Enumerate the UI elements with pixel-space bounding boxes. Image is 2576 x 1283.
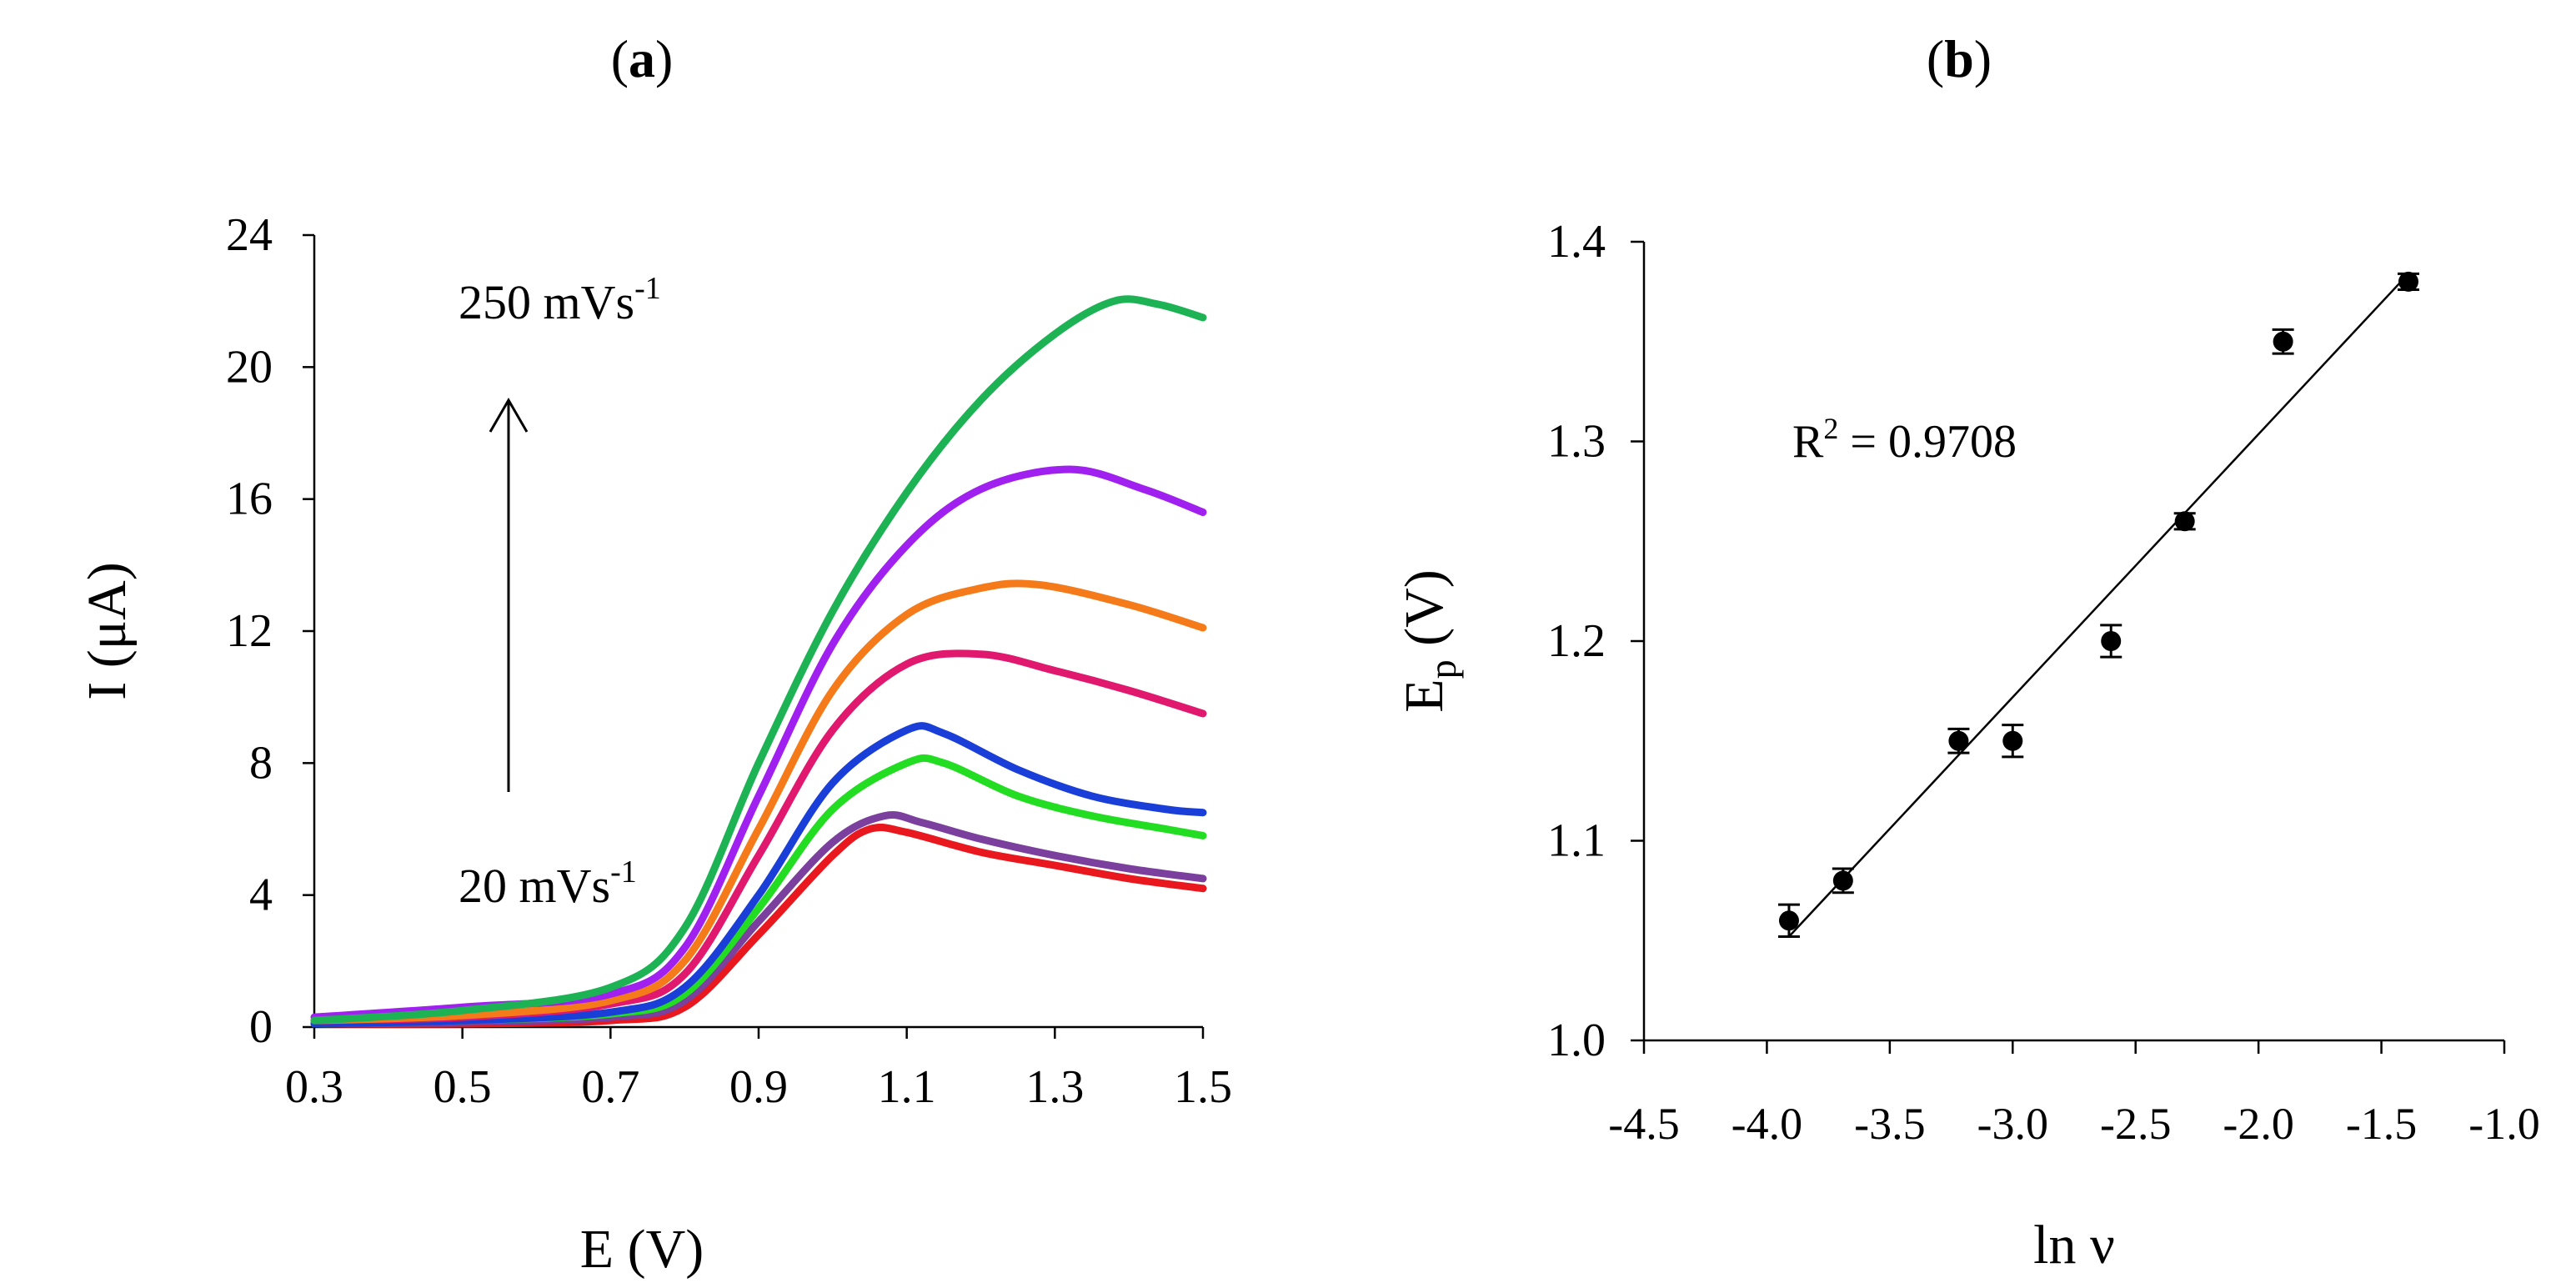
- chart-a-x-tick-label: 1.3: [1025, 1061, 1084, 1113]
- chart-b-x-tick-label: -1.5: [2346, 1099, 2417, 1149]
- chart-a-y-label: I (μA): [77, 562, 138, 699]
- data-point: [1948, 730, 1969, 751]
- data-point: [2002, 730, 2023, 751]
- annotation-250: 250 mVs-1: [459, 271, 661, 329]
- chart-a-x-tick-label: 0.3: [285, 1061, 343, 1113]
- chart-b-y-tick-label: 1.2: [1547, 615, 1606, 667]
- chart-a-series-line: [310, 295, 1207, 1025]
- data-point: [1832, 870, 1853, 891]
- chart-a-x-tick-label: 0.9: [729, 1061, 788, 1113]
- chart-b-y-tick-label: 1.4: [1547, 216, 1606, 268]
- chart-a-x-label: E (V): [580, 1219, 704, 1280]
- fit-line: [1788, 273, 2409, 938]
- data-point: [2174, 511, 2195, 532]
- chart-b-x-label: ln ν: [2033, 1215, 2115, 1275]
- chart-a-x-tick-label: 0.5: [434, 1061, 492, 1113]
- chart-a-y-tick-label: 8: [249, 737, 273, 789]
- chart-a-x-tick-label: 1.1: [878, 1061, 936, 1113]
- chart-a-x-tick-label: 1.5: [1174, 1061, 1232, 1113]
- chart-a-x-tick-label: 0.7: [581, 1061, 639, 1113]
- chart-a-series-line: [310, 579, 1207, 1025]
- chart-b-x-tick-label: -3.0: [1977, 1099, 2048, 1149]
- data-point: [2398, 271, 2419, 292]
- chart-b: -4.5 -4.0 -3.5 -3.0 -2.5 -2.0 -1.5 -1.0 1.0 1.1 1.…: [1394, 216, 2540, 1275]
- chart-b-x-tick-label: -2.5: [2100, 1099, 2171, 1149]
- chart-a-series-line: [310, 811, 1207, 1028]
- chart-a-y-tick-label: 12: [226, 605, 273, 657]
- arrow-up-icon: [489, 398, 529, 792]
- chart-a-y-tick-label: 4: [249, 870, 273, 921]
- data-point: [1778, 910, 1799, 931]
- r-squared-annotation: R2 = 0.9708: [1792, 412, 2017, 468]
- chart-a-y-tick-label: 20: [226, 341, 273, 393]
- chart-b-x-tick-label: -4.5: [1608, 1099, 1679, 1149]
- chart-b-x-tick-label: -2.0: [2223, 1099, 2293, 1149]
- panel-b-label: (b): [1927, 29, 1992, 88]
- chart-a-series-line: [310, 722, 1207, 1028]
- chart-b-y-label: Ep (V): [1394, 569, 1464, 712]
- chart-b-x-tick-label: -1.0: [2468, 1099, 2539, 1149]
- chart-a-y-tick-label: 24: [226, 209, 273, 261]
- panel-a-label: (a): [611, 29, 674, 88]
- chart-b-x-tick-label: -4.0: [1732, 1099, 1802, 1149]
- chart-a-y-tick-label: 0: [249, 1001, 273, 1053]
- chart-a-y-tick-label: 16: [226, 474, 273, 525]
- data-point: [2101, 631, 2122, 651]
- chart-b-x-tick-label: -3.5: [1854, 1099, 1925, 1149]
- chart-b-y-tick-label: 1.1: [1547, 815, 1606, 867]
- chart-a: 0.3 0.5 0.7 0.9 1.1 1.3 1.5 0 4 8 12 16 20 24 250 mVs…: [77, 209, 1232, 1280]
- data-point: [2273, 331, 2293, 352]
- chart-b-y-tick-label: 1.3: [1547, 416, 1606, 468]
- annotation-20: 20 mVs-1: [459, 854, 637, 913]
- chart-b-y-tick-label: 1.0: [1547, 1015, 1606, 1066]
